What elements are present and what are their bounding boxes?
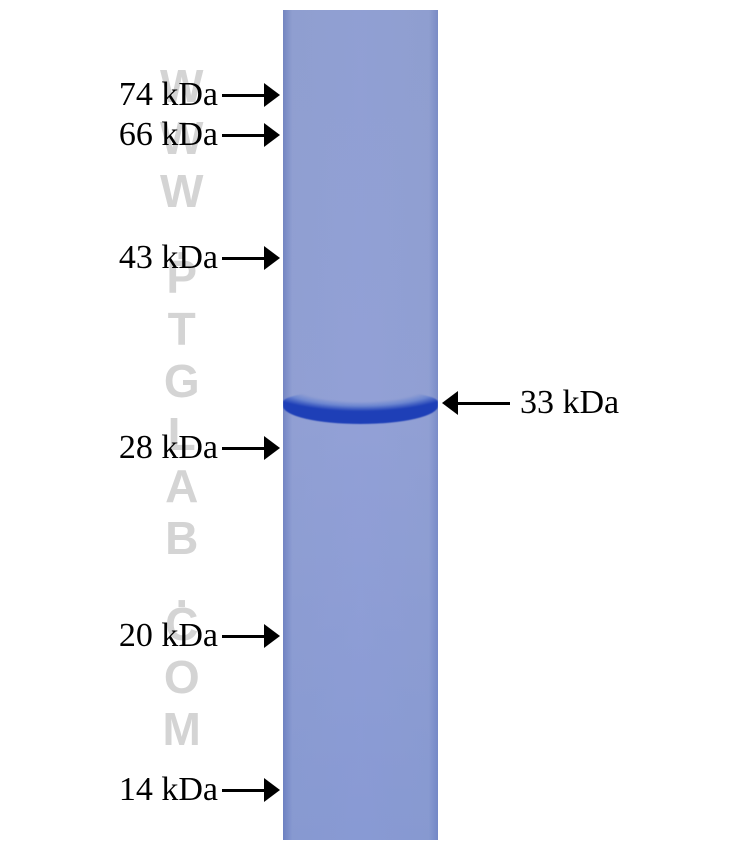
arrowhead-left-icon [442, 391, 458, 415]
ladder-label: 43 kDa [119, 241, 218, 275]
ladder-label: 28 kDa [119, 431, 218, 465]
sample-band-label: 33 kDa [520, 386, 619, 420]
ladder-arrow-shaft [222, 257, 264, 260]
ladder-arrow [222, 436, 280, 460]
ladder-arrow [222, 624, 280, 648]
arrowhead-right-icon [264, 123, 280, 147]
ladder-arrow [222, 83, 280, 107]
ladder-arrow [222, 246, 280, 270]
arrowhead-right-icon [264, 436, 280, 460]
ladder-arrow-shaft [222, 789, 264, 792]
sample-arrow-shaft [458, 402, 510, 405]
sample-arrow [442, 391, 510, 415]
gel-lane [283, 10, 438, 840]
watermark-char: O [164, 653, 200, 701]
ladder-label: 20 kDa [119, 619, 218, 653]
ladder-label: 66 kDa [119, 118, 218, 152]
watermark-char: W [160, 167, 203, 215]
arrowhead-right-icon [264, 83, 280, 107]
ladder-arrow-shaft [222, 635, 264, 638]
watermark-char: . [175, 567, 188, 597]
watermark-char: M [163, 705, 201, 753]
ladder-arrow [222, 778, 280, 802]
ladder-arrow-shaft [222, 447, 264, 450]
watermark-char: T [168, 305, 196, 353]
watermark-char: A [165, 462, 198, 510]
arrowhead-right-icon [264, 778, 280, 802]
ladder-label: 14 kDa [119, 773, 218, 807]
watermark-char: B [165, 514, 198, 562]
gel-figure-container: WWW.PTGLAB.COM 33 kDa 74 kDa66 kDa43 kDa… [0, 0, 740, 859]
ladder-arrow-shaft [222, 94, 264, 97]
ladder-arrow [222, 123, 280, 147]
arrowhead-right-icon [264, 246, 280, 270]
watermark-char: G [164, 357, 200, 405]
gel-lane-background [283, 10, 438, 840]
ladder-arrow-shaft [222, 134, 264, 137]
ladder-label: 74 kDa [119, 78, 218, 112]
arrowhead-right-icon [264, 624, 280, 648]
